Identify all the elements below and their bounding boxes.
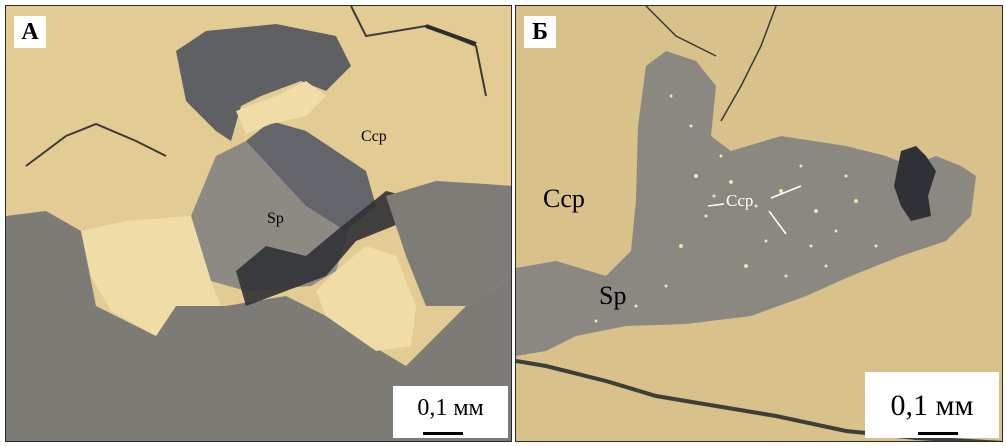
scale-bar-a: 0,1 мм <box>393 386 508 438</box>
micrograph-panel-b: Б Ccp Ccp Sp 0,1 мм <box>515 5 1003 442</box>
scale-bar-label: 0,1 мм <box>417 395 484 421</box>
mineral-label-sp: Sp <box>267 210 284 227</box>
mineral-label-ccp: Ccp <box>543 184 585 213</box>
scale-bar-line <box>423 432 463 435</box>
micrograph-a-image <box>6 6 511 441</box>
micrograph-panel-a: А Ccp Sp 0,1 мм <box>5 5 512 442</box>
mineral-label-ccp: Ccp <box>361 128 387 145</box>
panel-a-label: А <box>14 16 46 48</box>
scale-bar-b: 0,1 мм <box>865 372 999 438</box>
scale-bar-line <box>918 432 958 435</box>
scale-bar-label: 0,1 мм <box>890 389 974 422</box>
mineral-label-ccp-inclusions: Ccp <box>726 191 754 210</box>
panel-b-label: Б <box>524 16 556 48</box>
mineral-label-sp: Sp <box>599 281 627 310</box>
micrograph-b-image <box>516 6 1002 441</box>
